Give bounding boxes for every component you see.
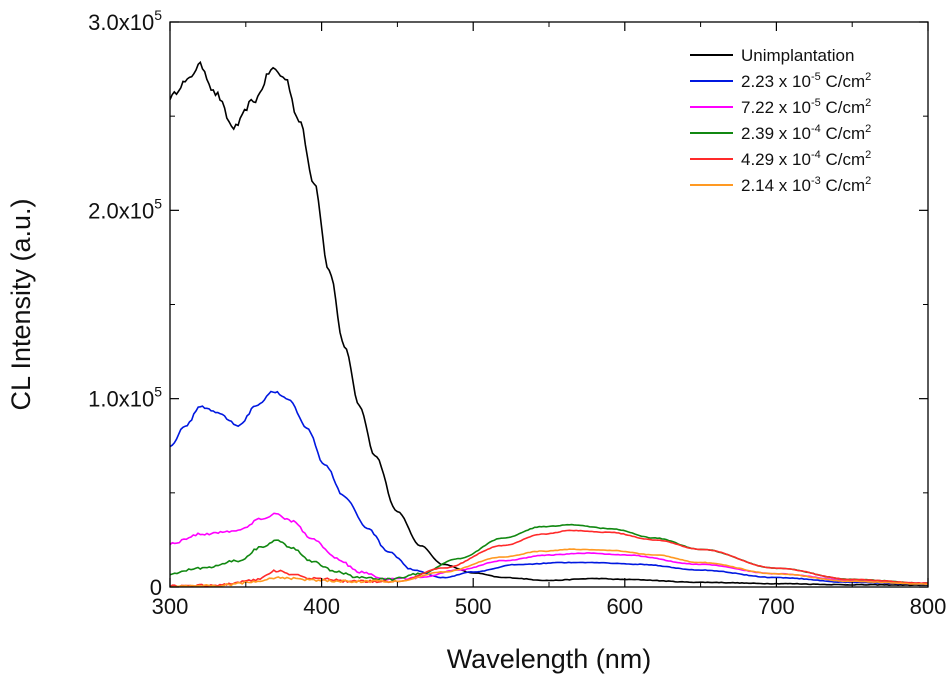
y-tick-label: 1.0x105: [88, 384, 162, 412]
y-tick-label: 3.0x105: [88, 7, 162, 35]
legend-label-1: 2.23 x 10-5 C/cm2: [741, 71, 871, 91]
legend-label-0: Unimplantation: [741, 46, 854, 65]
legend-label-5: 2.14 x 10-3 C/cm2: [741, 175, 871, 195]
legend-label-4: 4.29 x 10-4 C/cm2: [741, 149, 871, 169]
y-tick-label: 0: [150, 575, 162, 600]
series-line-4: [170, 529, 928, 587]
series-line-0: [170, 60, 928, 587]
y-tick-label: 2.0x105: [88, 195, 162, 223]
series-line-1: [170, 390, 928, 586]
x-tick-label: 300: [152, 594, 189, 619]
legend: Unimplantation 2.23 x 10-5 C/cm2 7.22 x 10…: [690, 46, 871, 195]
legend-label-2: 7.22 x 10-5 C/cm2: [741, 97, 871, 117]
x-axis-title: Wavelength (nm): [447, 644, 652, 674]
x-tick-label: 500: [455, 594, 492, 619]
plot-area: [170, 60, 928, 587]
x-tick-label: 400: [303, 594, 340, 619]
x-tick-label: 600: [606, 594, 643, 619]
series-line-5: [170, 548, 928, 587]
legend-label-3: 2.39 x 10-4 C/cm2: [741, 123, 871, 143]
x-tick-label: 700: [758, 594, 795, 619]
y-axis-title: CL Intensity (a.u.): [6, 198, 36, 410]
x-tick-label: 800: [910, 594, 947, 619]
axes: 300 400 500 600 700 800 0 1.0x105 2.0x105 3.0x105…: [6, 7, 946, 674]
